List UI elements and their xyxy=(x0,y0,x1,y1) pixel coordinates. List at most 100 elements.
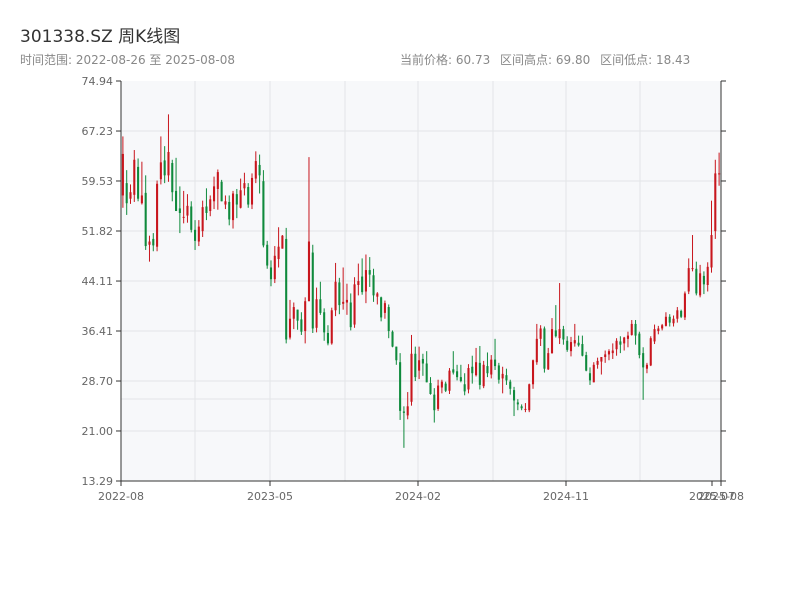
date-range-label: 时间范围: 2022-08-26 至 2025-08-08 xyxy=(20,53,235,67)
candle-body xyxy=(668,316,671,323)
candle-body xyxy=(623,337,626,344)
candle-body xyxy=(167,151,170,176)
candle-body xyxy=(216,172,219,189)
candle-body xyxy=(410,353,413,402)
candle-body xyxy=(494,359,497,367)
candle-body xyxy=(269,267,273,280)
candle-body xyxy=(159,162,162,180)
candle-body xyxy=(520,406,523,409)
range-high-label: 区间高点: 69.80 xyxy=(500,53,591,67)
candle-body xyxy=(171,163,174,193)
candle-body xyxy=(672,318,675,324)
candles xyxy=(121,114,721,448)
candle-body xyxy=(585,355,588,371)
candle-body xyxy=(357,281,360,285)
candle-body xyxy=(231,193,235,221)
candle-body xyxy=(554,330,557,337)
candle-body xyxy=(581,344,584,356)
candle-body xyxy=(634,323,637,336)
candle-body xyxy=(497,365,500,380)
candle-body xyxy=(702,275,705,285)
candle-body xyxy=(604,354,607,358)
candle-body xyxy=(501,373,504,379)
candle-body xyxy=(186,205,189,216)
candle-body xyxy=(247,187,250,205)
x-tick-label: 2022-08 xyxy=(98,490,144,503)
candle-body xyxy=(254,161,257,179)
candle-body xyxy=(490,359,493,375)
x-axis-ticks: 2022-08 2023-05 2024-02 2024-11 2025-072025-… xyxy=(98,481,744,503)
candle-body xyxy=(456,371,459,378)
price-stats: 当前价格: 60.73 区间高点: 69.80 区间低点: 18.43 xyxy=(400,51,696,68)
candle-body xyxy=(459,377,462,382)
candle-body xyxy=(235,194,238,205)
candle-body xyxy=(212,186,216,202)
candle-body xyxy=(178,208,181,213)
candle-body xyxy=(197,226,200,242)
candle-body xyxy=(558,329,561,339)
candle-body xyxy=(296,309,299,321)
candle-body xyxy=(152,238,155,246)
candle-body xyxy=(433,394,436,411)
candle-body xyxy=(691,268,694,270)
y-tick-label: 36.41 xyxy=(82,325,114,338)
candle-body xyxy=(482,364,485,387)
y-tick-label: 44.11 xyxy=(82,275,114,288)
candle-body xyxy=(524,408,527,410)
candle-body xyxy=(676,310,679,319)
candle-body xyxy=(364,270,367,292)
candle-body xyxy=(292,307,295,319)
candle-body xyxy=(300,319,303,332)
candle-body xyxy=(661,325,664,329)
candle-body xyxy=(243,183,246,189)
x-tick-label: 2025-07 xyxy=(689,490,735,503)
candle-body xyxy=(562,329,565,340)
candle-body xyxy=(304,301,307,332)
candle-body xyxy=(421,358,424,364)
y-tick-label: 28.70 xyxy=(82,375,114,388)
candle-body xyxy=(615,340,618,350)
candle-body xyxy=(334,281,337,311)
candle-body xyxy=(144,192,147,247)
candle-body xyxy=(437,385,440,409)
candle-body xyxy=(452,369,455,373)
candle-body xyxy=(528,384,531,411)
candle-body xyxy=(547,353,550,370)
candle-body xyxy=(569,342,573,352)
candle-body xyxy=(543,328,546,369)
candle-body xyxy=(137,166,140,199)
candle-body xyxy=(596,360,599,365)
candle-body xyxy=(380,297,383,318)
candle-body xyxy=(680,310,683,317)
x-tick-label: 2025-08 xyxy=(698,490,744,503)
candle-body xyxy=(573,340,576,344)
candle-body xyxy=(706,266,709,285)
candle-body xyxy=(399,362,402,411)
candle-body xyxy=(611,350,614,354)
x-tick-label: 2024-11 xyxy=(543,490,589,503)
candle-body xyxy=(228,201,231,220)
candle-body xyxy=(710,235,713,268)
y-tick-label: 21.00 xyxy=(82,425,114,438)
y-tick-label: 13.29 xyxy=(82,475,114,488)
candle-body xyxy=(125,183,128,204)
candle-body xyxy=(649,338,652,366)
candle-body xyxy=(345,299,348,303)
candle-body xyxy=(539,328,542,339)
candle-body xyxy=(342,301,345,304)
candle-body xyxy=(209,199,212,212)
candle-body xyxy=(205,206,208,213)
candle-body xyxy=(395,346,398,361)
candle-body xyxy=(607,351,611,355)
candle-body xyxy=(326,333,330,344)
candle-body xyxy=(273,255,276,280)
candle-body xyxy=(478,362,481,385)
current-price-label: 当前价格: 60.73 xyxy=(400,53,491,67)
candle-body xyxy=(376,293,379,297)
candle-body xyxy=(190,206,193,230)
y-tick-label: 67.23 xyxy=(82,125,114,138)
candle-body xyxy=(156,183,159,247)
candle-body xyxy=(626,335,630,339)
candle-body xyxy=(163,160,166,176)
